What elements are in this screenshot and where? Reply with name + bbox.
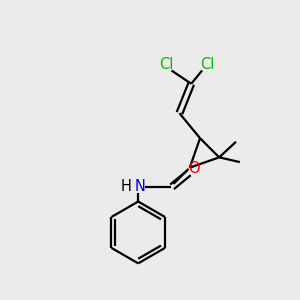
Text: O: O bbox=[188, 161, 200, 176]
Text: H: H bbox=[120, 179, 131, 194]
Text: N: N bbox=[134, 179, 145, 194]
Text: Cl: Cl bbox=[200, 56, 214, 71]
Text: Cl: Cl bbox=[159, 56, 173, 71]
